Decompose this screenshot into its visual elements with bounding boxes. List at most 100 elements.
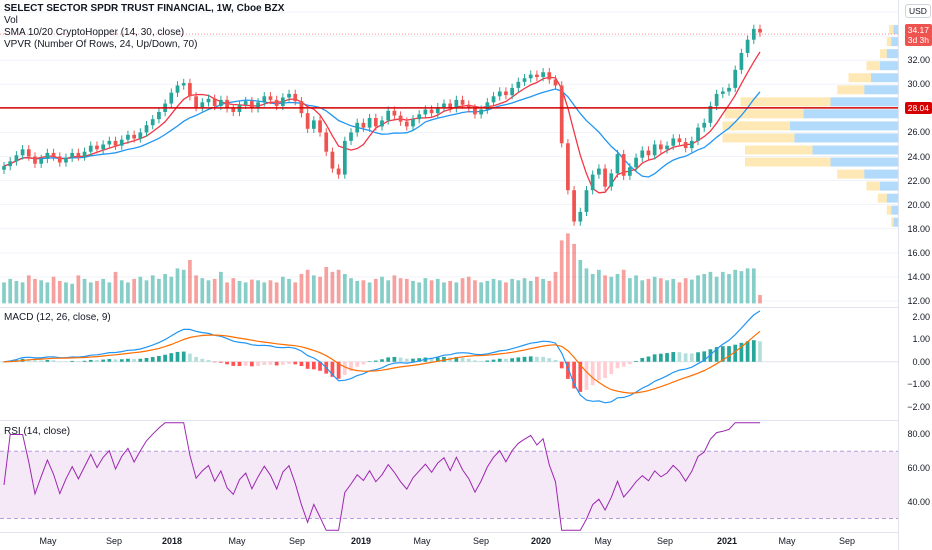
candle-body bbox=[144, 125, 149, 133]
macd-histogram-bar bbox=[373, 360, 378, 362]
vpvr-legend[interactable]: VPVR (Number Of Rows, 24, Up/Down, 70) bbox=[4, 39, 198, 50]
candle-body bbox=[206, 98, 211, 103]
volume-bar bbox=[621, 269, 626, 304]
candle-body bbox=[311, 120, 316, 129]
volume-bar bbox=[696, 275, 700, 304]
volume-bar bbox=[2, 282, 6, 304]
macd-histogram-bar bbox=[299, 361, 304, 367]
volume-profile-up-bar bbox=[830, 157, 898, 167]
candle-body bbox=[268, 96, 273, 100]
volume-profile-up-bar bbox=[891, 205, 898, 215]
candle-body bbox=[628, 167, 632, 176]
volume-bar bbox=[324, 266, 329, 304]
candle-body bbox=[609, 173, 614, 187]
macd-histogram-bar bbox=[454, 357, 459, 362]
main-legend: SELECT SECTOR SPDR TRUST FINANCIAL, 1W, … bbox=[4, 3, 284, 51]
level-price-tag[interactable]: 28.04 bbox=[904, 101, 932, 114]
time-axis-label: May bbox=[778, 536, 796, 546]
candle-body bbox=[95, 145, 99, 150]
candle-body bbox=[491, 96, 496, 103]
volume-bar bbox=[578, 259, 583, 304]
candle-body bbox=[454, 99, 459, 109]
volume-bar bbox=[132, 278, 136, 304]
rsi-tick-label: 80.00 bbox=[907, 429, 930, 440]
macd-histogram-bar bbox=[460, 357, 465, 362]
macd-histogram-bar bbox=[219, 361, 223, 363]
macd-histogram-bar bbox=[615, 361, 620, 369]
volume-profile-up-bar bbox=[794, 133, 898, 143]
volume-bar bbox=[640, 280, 645, 304]
volume-bar bbox=[361, 280, 366, 304]
price-chart[interactable] bbox=[0, 0, 898, 307]
volume-bar bbox=[188, 259, 192, 304]
candle-body bbox=[739, 52, 744, 70]
macd-histogram-bar bbox=[250, 361, 254, 367]
rsi-legend[interactable]: RSI (14, close) bbox=[4, 426, 71, 437]
candle-body bbox=[745, 39, 750, 53]
volume-legend[interactable]: Vol bbox=[4, 15, 18, 26]
candle-body bbox=[696, 127, 700, 141]
rsi-pane[interactable] bbox=[0, 421, 898, 532]
bar-countdown-tag[interactable]: 3d 3h bbox=[904, 34, 932, 47]
volume-bar bbox=[367, 282, 372, 304]
candle-body bbox=[417, 114, 422, 120]
candle-body bbox=[243, 101, 248, 105]
candle-body bbox=[219, 99, 223, 106]
symbol-title[interactable]: SELECT SECTOR SPDR TRUST FINANCIAL, 1W, … bbox=[4, 3, 285, 14]
macd-histogram-bar bbox=[683, 353, 688, 362]
volume-bar bbox=[51, 276, 56, 304]
volume-profile-up-bar bbox=[871, 73, 898, 83]
volume-bar bbox=[287, 278, 291, 304]
macd-histogram-bar bbox=[522, 356, 527, 362]
candle-body bbox=[541, 72, 545, 78]
volume-bar bbox=[113, 271, 118, 304]
price-tick-label: 24.00 bbox=[907, 151, 930, 162]
candle-body bbox=[398, 115, 403, 122]
macd-pane[interactable] bbox=[0, 308, 898, 420]
price-scale[interactable]: 36.0034.0032.0030.0028.0026.0024.0022.00… bbox=[898, 0, 932, 550]
macd-histogram-bar bbox=[417, 358, 422, 362]
price-pane[interactable] bbox=[0, 0, 898, 307]
macd-histogram-bar bbox=[293, 361, 298, 365]
currency-button[interactable]: USD bbox=[905, 4, 931, 18]
candle-body bbox=[547, 72, 552, 80]
volume-profile-down-bar bbox=[740, 97, 831, 107]
candle-body bbox=[522, 78, 527, 82]
candle-body bbox=[101, 144, 106, 150]
candle-body bbox=[640, 150, 645, 158]
macd-histogram-bar bbox=[745, 341, 750, 362]
candle-body bbox=[435, 107, 440, 114]
time-axis-label: Sep bbox=[656, 536, 674, 546]
pane-separator[interactable] bbox=[0, 420, 932, 421]
volume-bar bbox=[330, 271, 335, 304]
volume-bar bbox=[677, 282, 682, 304]
rsi-chart[interactable] bbox=[0, 421, 898, 532]
pane-separator[interactable] bbox=[0, 307, 932, 308]
volume-bar bbox=[646, 278, 651, 304]
price-tick-label: 14.00 bbox=[907, 271, 930, 282]
macd-histogram-bar bbox=[138, 358, 143, 362]
volume-bar bbox=[82, 278, 87, 304]
volume-bar bbox=[311, 275, 316, 304]
sma-legend[interactable]: SMA 10/20 CryptoHopper (14, 30, close) bbox=[4, 27, 185, 38]
volume-bar bbox=[262, 282, 267, 304]
last-price-tag[interactable]: 34.17 bbox=[904, 24, 932, 37]
macd-histogram-bar bbox=[435, 357, 440, 362]
candle-body bbox=[349, 132, 353, 141]
macd-histogram-bar bbox=[57, 361, 62, 362]
time-axis-label: Sep bbox=[472, 536, 490, 546]
volume-bar bbox=[491, 278, 496, 304]
volume-bar bbox=[20, 282, 25, 304]
macd-histogram-bar bbox=[497, 358, 502, 362]
macd-histogram-bar bbox=[714, 347, 719, 362]
macd-chart[interactable] bbox=[0, 308, 898, 420]
volume-profile-up-bar bbox=[812, 145, 898, 155]
volume-bar bbox=[417, 282, 422, 304]
candle-body bbox=[212, 98, 217, 106]
candle-body bbox=[51, 152, 56, 157]
macd-histogram-bar bbox=[200, 358, 205, 362]
candle-body bbox=[671, 138, 676, 146]
macd-legend[interactable]: MACD (12, 26, close, 9) bbox=[4, 312, 111, 323]
volume-bar bbox=[175, 268, 180, 304]
macd-histogram-bar bbox=[727, 346, 731, 362]
